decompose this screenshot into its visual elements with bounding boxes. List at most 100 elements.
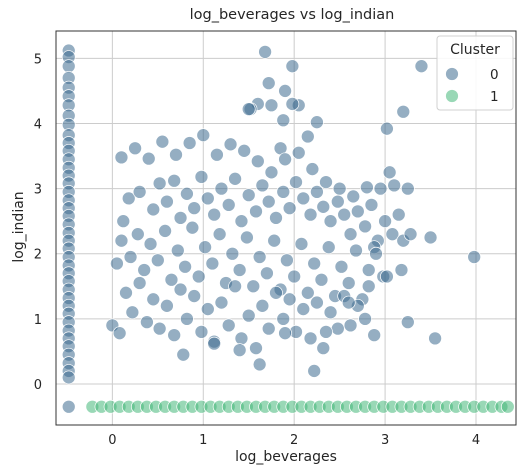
cluster-0-point [305,162,320,176]
cluster-0-point [269,285,283,300]
cluster-0-point [119,285,133,300]
legend-marker-cluster-0 [445,67,459,81]
cluster-0-point [250,154,265,169]
chart-title: log_beverages vs log_indian [190,7,395,23]
cluster-0-point [358,219,372,234]
cluster-0-point [146,202,161,217]
cluster-0-point [116,214,131,229]
cluster-0-point [278,152,292,167]
cluster-0-point [152,321,167,336]
cluster-0-point [367,328,382,342]
cluster-0-point [141,151,156,166]
cluster-0-point [249,204,263,219]
cluster-0-point [403,227,418,242]
y-axis-label: log_indian [11,191,27,262]
cluster-0-point [180,311,194,326]
cluster-0-point [296,191,311,206]
cluster-0-point [167,328,182,342]
cluster-0-point [223,137,238,152]
cluster-0-point [61,59,76,74]
cluster-0-point [261,194,276,209]
cluster-0-point [150,253,165,268]
cluster-0-point [261,321,276,336]
x-tick-label: 3 [381,433,389,448]
y-tick-label: 2 [34,248,42,263]
cluster-0-point [385,227,400,242]
cluster-0-point [158,224,172,238]
y-tick-label: 5 [34,52,42,67]
cluster-0-point [232,343,247,357]
cluster-0-point [369,246,383,261]
data-points [61,43,515,414]
cluster-0-point [316,199,331,214]
cluster-0-point [132,276,147,290]
cluster-0-point [261,76,276,90]
legend-title: Cluster [450,42,500,58]
cluster-0-point [228,171,242,186]
cluster-0-point [241,308,256,323]
plot-frame [55,30,517,426]
cluster-0-point [341,276,356,290]
cluster-0-point [267,233,282,248]
cluster-0-point [249,341,263,356]
cluster-0-point [200,191,215,206]
cluster-0-point [170,243,185,258]
cluster-0-point [234,331,249,346]
cluster-0-point [164,272,179,287]
x-tick-label: 0 [108,433,116,448]
cluster-0-point [400,315,415,329]
cluster-0-point [414,59,429,74]
cluster-0-point [319,325,333,339]
cluster-0-point [112,326,127,341]
cluster-0-point [300,129,315,144]
cluster-0-point [278,84,292,98]
cluster-0-point [173,282,188,297]
cluster-0-point [391,207,406,222]
cluster-0-point [121,191,136,206]
cluster-0-point [321,240,336,255]
cluster-0-point [160,298,174,313]
cluster-0-point [373,181,388,196]
cluster-0-point [61,370,76,385]
cluster-0-point [428,331,442,346]
legend-label-cluster-1: 1 [490,89,499,105]
cluster-0-point [182,136,197,150]
x-tick-labels: 0 1 2 3 4 [108,433,480,448]
cluster-0-point [264,165,279,180]
y-tick-label: 1 [34,313,42,328]
cluster-0-point [361,279,376,294]
cluster-0-point [276,311,291,326]
cluster-0-point [378,214,392,229]
cluster-0-point [241,188,256,202]
cluster-0-point [258,44,272,59]
cluster-0-point [269,211,283,225]
cluster-0-point [276,185,291,199]
cluster-0-point [237,143,252,158]
legend: Cluster 0 1 [436,35,514,111]
cluster-0-point [396,104,411,119]
x-tick-label: 2 [290,433,298,448]
cluster-0-point [323,214,338,229]
cluster-0-point [387,178,402,193]
cluster-0-point [310,185,324,199]
cluster-0-point [221,318,236,333]
cluster-0-point [240,230,254,245]
cluster-0-point [178,259,192,274]
cluster-0-point [303,331,318,346]
cluster-0-point [334,259,349,274]
cluster-0-point [140,315,154,329]
cluster-0-point [214,295,229,310]
cluster-0-point [364,198,379,212]
x-axis-label: log_beverages [235,449,337,465]
cluster-0-point [285,97,300,111]
y-tick-labels: 0 1 2 3 4 5 [34,52,42,393]
cluster-0-point [210,147,224,162]
cluster-0-point [341,295,356,310]
cluster-0-point [187,289,202,303]
cluster-0-point [291,145,306,160]
cluster-0-point [221,198,236,212]
cluster-0-point [61,399,76,414]
cluster-0-point [343,227,358,242]
cluster-0-point [169,147,183,162]
